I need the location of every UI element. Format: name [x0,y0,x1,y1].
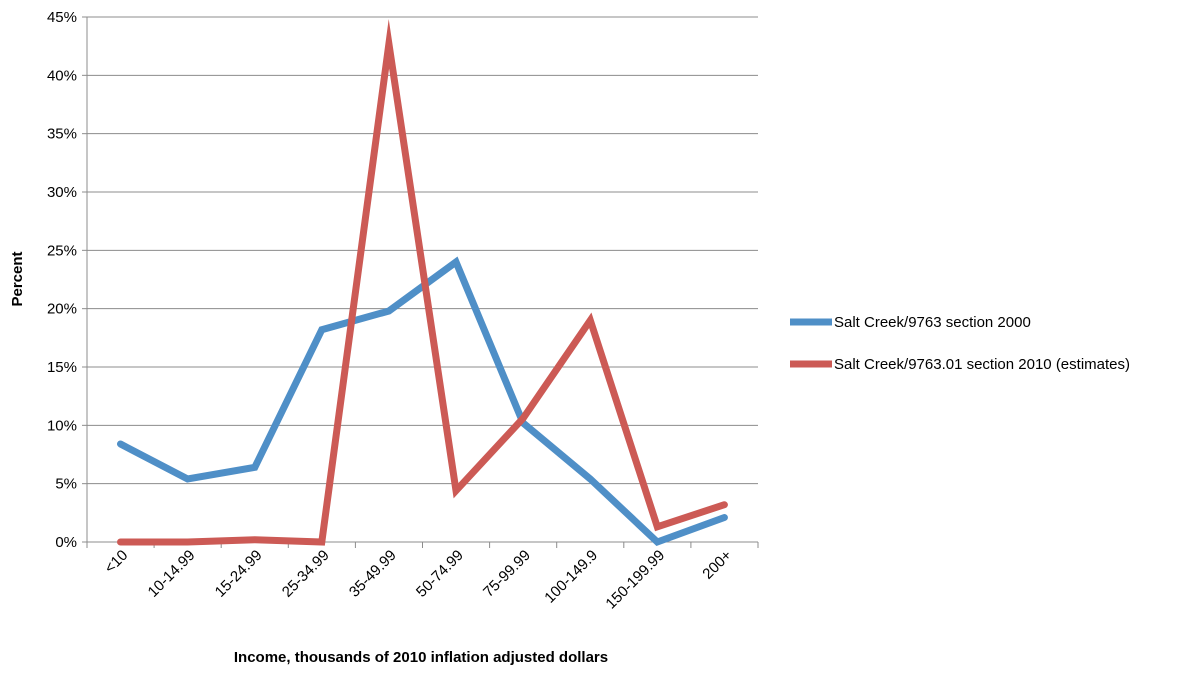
x-tick-label-8: 150-199.99 [602,547,668,613]
x-tick-label-2: 15-24.99 [212,547,266,601]
y-axis-title: Percent [9,251,26,306]
series-line-1 [117,256,728,547]
y-tick-label-0: 0% [55,534,77,551]
x-tick-label-3: 25-34.99 [279,547,333,601]
y-tick-label-15: 15% [47,359,77,376]
legend-item-series-2: Salt Creek/9763.01 section 2010 (estimat… [790,356,1130,373]
y-tick-label-20: 20% [47,301,77,318]
x-tick-label-1: 10-14.99 [145,547,199,601]
series-lines [117,18,728,547]
y-axis-ticks: 0% 5% 10% 15% 20% 25% 30% 35% 40% 45% [47,9,87,551]
x-axis-title: Income, thousands of 2010 inflation adju… [234,649,608,666]
y-tick-label-25: 25% [47,242,77,259]
x-axis-ticks: <10 10-14.99 15-24.99 25-34.99 35-49.99 50-74… [86,542,759,613]
x-tick-label-9: 200+ [699,547,735,583]
x-tick-label-5: 50-74.99 [413,547,467,601]
x-tick-label-4: 35-49.99 [346,547,400,601]
series-line-2 [117,18,728,546]
legend-item-series-1: Salt Creek/9763 section 2000 [790,314,1031,331]
legend-label-series-2: Salt Creek/9763.01 section 2010 (estimat… [834,356,1130,373]
x-tick-label-0: <10 [101,547,131,577]
y-tick-label-45: 45% [47,9,77,26]
y-tick-label-35: 35% [47,126,77,143]
y-tick-label-10: 10% [47,417,77,434]
x-tick-label-6: 75-99.99 [480,547,534,601]
legend: Salt Creek/9763 section 2000 Salt Creek/… [790,314,1130,373]
y-tick-label-30: 30% [47,184,77,201]
x-tick-label-7: 100-149.9 [541,547,601,607]
legend-label-series-1: Salt Creek/9763 section 2000 [834,314,1031,331]
y-tick-label-40: 40% [47,67,77,84]
y-tick-label-5: 5% [55,476,77,493]
